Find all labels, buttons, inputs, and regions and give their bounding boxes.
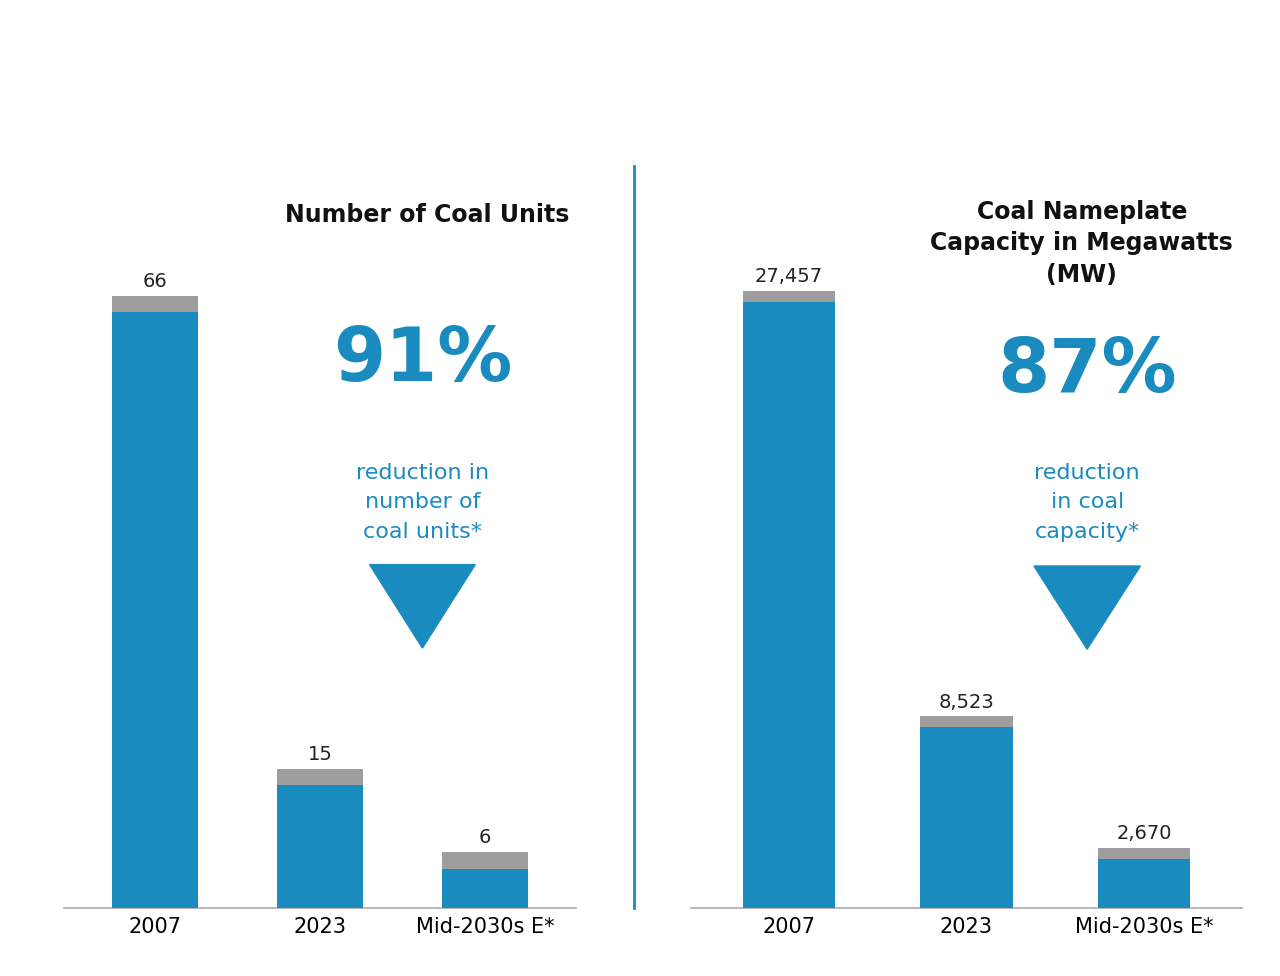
Text: 6: 6 [479, 829, 492, 847]
Text: Number of Coal Units: Number of Coal Units [285, 203, 570, 227]
Text: Coal Fleet Reduction: Coal Fleet Reduction [316, 39, 964, 93]
Bar [742, 291, 835, 302]
Text: reduction
in coal
capacity*: reduction in coal capacity* [1034, 463, 1140, 542]
Text: reduction in
number of
coal units*: reduction in number of coal units* [356, 463, 489, 542]
Bar [276, 786, 364, 908]
Text: 15: 15 [307, 745, 333, 764]
Bar [111, 296, 198, 312]
Bar [1098, 859, 1190, 908]
Bar [276, 769, 364, 786]
Text: 2,670: 2,670 [1116, 824, 1171, 843]
Bar [1098, 848, 1190, 859]
Polygon shape [370, 564, 475, 648]
Text: 66: 66 [142, 272, 168, 291]
Text: Coal Nameplate
Capacity in Megawatts
(MW): Coal Nameplate Capacity in Megawatts (MW… [931, 200, 1233, 287]
Bar [920, 727, 1012, 908]
Text: 8,523: 8,523 [938, 693, 995, 712]
Text: 27,457: 27,457 [755, 267, 823, 286]
Text: 87%: 87% [997, 335, 1176, 408]
Bar [111, 312, 198, 908]
Bar [442, 869, 529, 908]
Bar [920, 716, 1012, 727]
Text: 91%: 91% [333, 323, 512, 396]
Bar [742, 302, 835, 908]
Bar [442, 852, 529, 869]
Polygon shape [1034, 566, 1140, 649]
